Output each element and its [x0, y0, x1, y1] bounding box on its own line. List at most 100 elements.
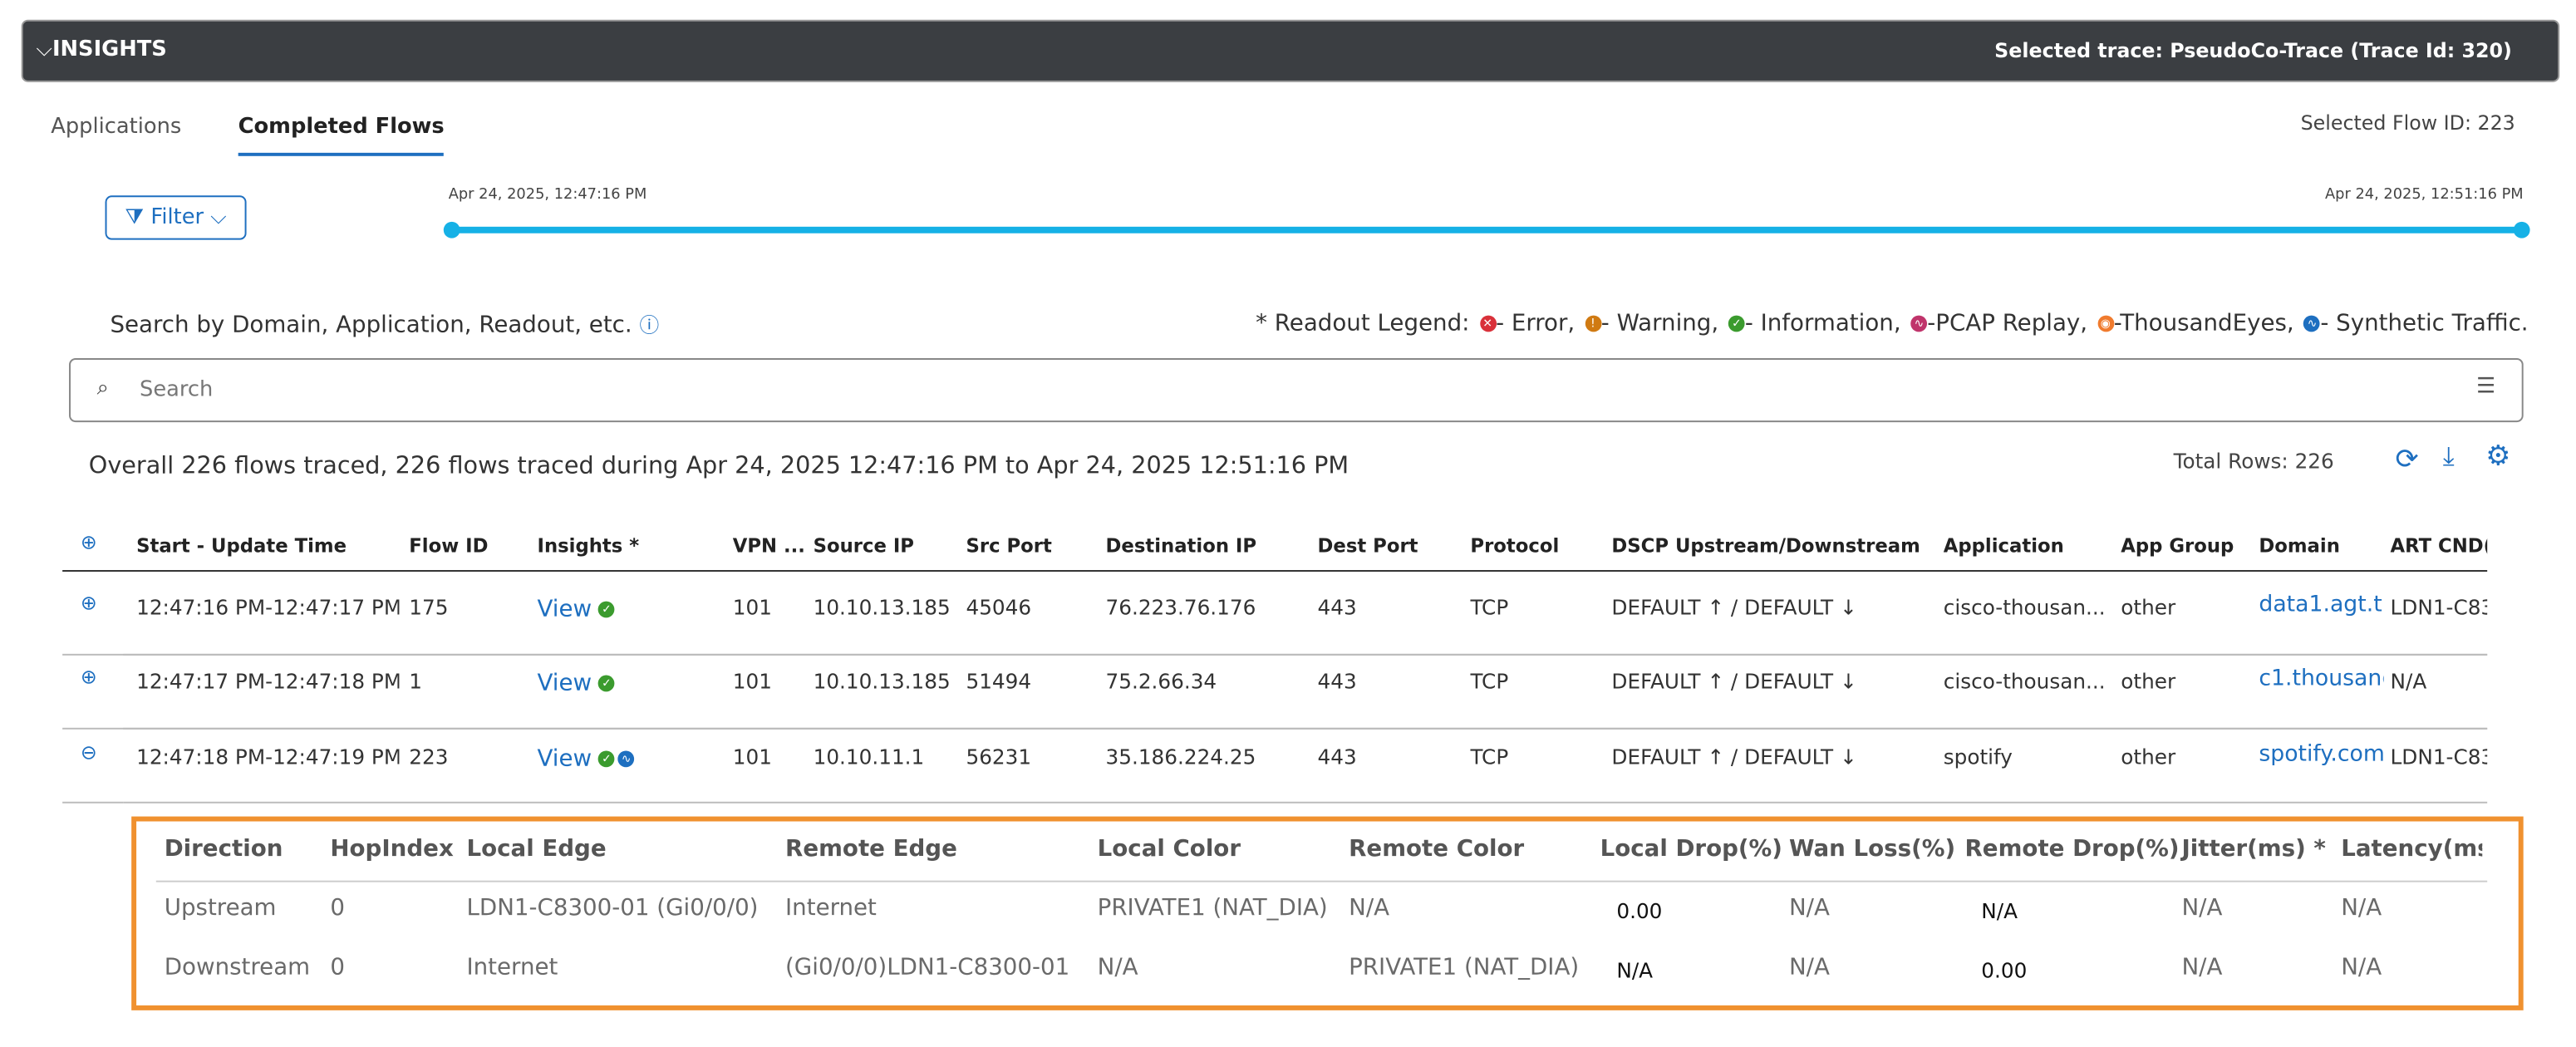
detail-cell: N/A	[1349, 895, 1390, 922]
cell: other	[2121, 744, 2176, 769]
view-link[interactable]: View	[537, 596, 592, 623]
cell: TCP	[1470, 744, 1509, 769]
legend-item: - Warning,	[1600, 310, 1719, 337]
detail-cell: 0	[330, 895, 346, 922]
detail-cell: N/A	[2341, 954, 2382, 981]
filter-button[interactable]: ⧩ Filter ⌵	[105, 195, 247, 240]
column-header: Flow ID	[409, 533, 489, 558]
column-header: Application	[1943, 533, 2064, 558]
detail-header: Direction	[164, 836, 283, 863]
legend-icon: !	[1585, 315, 1601, 332]
cell: DEFAULT ↑ / DEFAULT ↓	[1611, 744, 1857, 769]
tab-active[interactable]: Completed Flows	[238, 115, 445, 156]
expand-toggle[interactable]: ⊕	[80, 591, 97, 615]
row-divider	[123, 727, 2488, 730]
cell: spotify	[1943, 744, 2013, 769]
detail-cell: PRIVATE1 (NAT_DIA)	[1349, 954, 1580, 981]
detail-header: Local Color	[1097, 836, 1241, 863]
detail-header: Local Edge	[466, 836, 607, 863]
timeline-end: Apr 24, 2025, 12:51:16 PM	[2325, 187, 2524, 204]
column-header: Domain	[2259, 533, 2340, 558]
selected-trace: Selected trace: PseudoCo-Trace (Trace Id…	[1994, 39, 2512, 63]
cell: DEFAULT ↑ / DEFAULT ↓	[1611, 668, 1857, 694]
domain-link[interactable]: c1.thousand	[2259, 665, 2384, 692]
cell: LDN1-C83	[2390, 744, 2488, 769]
refresh-icon[interactable]: ⟳	[2395, 443, 2419, 477]
settings-icon[interactable]: ⚙	[2485, 440, 2511, 474]
cell: LDN1-C83	[2390, 594, 2488, 620]
header-title[interactable]: ⌵INSIGHTS	[36, 37, 167, 63]
expand-toggle[interactable]: ⊕	[80, 665, 97, 689]
legend-item: - Error,	[1496, 310, 1576, 337]
legend-item: -ThousandEyes,	[2113, 310, 2294, 337]
detail-cell: N/A	[2341, 895, 2382, 922]
filter-label: Filter	[150, 205, 204, 230]
detail-cell: Upstream	[164, 895, 277, 922]
detail-cell: Internet	[466, 954, 558, 981]
tab[interactable]: Applications	[51, 115, 182, 140]
cell: 101	[732, 594, 772, 620]
header-title-text: INSIGHTS	[52, 37, 167, 63]
row-divider	[62, 801, 124, 804]
legend-item: - Synthetic Traffic.	[2320, 310, 2529, 337]
cell: 12:47:17 PM-12:47:18 PM	[136, 668, 400, 694]
info-icon: ✓	[598, 750, 615, 767]
cell: 12:47:16 PM-12:47:17 PM	[136, 594, 400, 620]
detail-cell: N/A	[1788, 895, 1830, 922]
cell: TCP	[1470, 668, 1509, 694]
legend-prefix: * Readout Legend:	[1256, 310, 1470, 337]
insights-header: ⌵INSIGHTS Selected trace: PseudoCo-Trace…	[21, 19, 2560, 82]
detail-divider	[155, 880, 2488, 882]
timeline-handle[interactable]	[443, 221, 460, 238]
cell: 51494	[966, 668, 1032, 694]
detail-cell: N/A	[2181, 954, 2223, 981]
timeline-track	[451, 226, 2522, 233]
detail-cell: 0.00	[1616, 898, 1663, 924]
detail-cell: PRIVATE1 (NAT_DIA)	[1097, 895, 1328, 922]
cell: 75.2.66.34	[1105, 668, 1217, 694]
detail-cell: N/A	[2181, 895, 2223, 922]
column-header: ART CND(r	[2390, 533, 2488, 558]
cell: other	[2121, 668, 2176, 694]
domain-link[interactable]: spotify.com	[2259, 740, 2384, 768]
cell: 45046	[966, 594, 1032, 620]
timeline-handle[interactable]	[2513, 221, 2530, 238]
add-all-icon[interactable]: ⊕	[80, 530, 97, 554]
cell: other	[2121, 594, 2176, 620]
cell: 443	[1317, 594, 1357, 620]
cell: 101	[732, 668, 772, 694]
legend-icon: ✓	[1728, 315, 1745, 332]
info-icon: ✓	[598, 600, 615, 617]
detail-cell: LDN1-C8300-01 (Gi0/0/0)	[466, 895, 759, 922]
cell: 10.10.13.185	[813, 668, 951, 694]
search-box[interactable]: ⌕ Search ☰	[69, 357, 2524, 423]
detail-header: Remote Color	[1349, 836, 1525, 863]
detail-header: HopIndex	[330, 836, 454, 863]
view-link[interactable]: View	[537, 745, 592, 773]
column-header: Source IP	[813, 533, 914, 558]
expand-toggle[interactable]: ⊖	[80, 740, 97, 764]
detail-cell: (Gi0/0/0)LDN1-C8300-01	[785, 954, 1070, 981]
column-header: Dest Port	[1317, 533, 1418, 558]
detail-cell: Downstream	[164, 954, 311, 981]
cell: DEFAULT ↑ / DEFAULT ↓	[1611, 594, 1857, 620]
summary: Overall 226 flows traced, 226 flows trac…	[88, 453, 1349, 480]
cell: 35.186.224.25	[1105, 744, 1256, 769]
domain-link[interactable]: data1.agt.th	[2259, 591, 2384, 618]
legend-icon: ∿	[2303, 315, 2321, 332]
info-icon: ✓	[598, 674, 615, 691]
timeline-start: Apr 24, 2025, 12:47:16 PM	[448, 187, 647, 204]
detail-header: Latency(ms)	[2341, 836, 2482, 863]
view-link[interactable]: View	[537, 670, 592, 697]
cell: 10.10.11.1	[813, 744, 925, 769]
download-icon[interactable]: ⤓	[2442, 440, 2455, 472]
detail-cell: 0	[330, 954, 346, 981]
column-header: Src Port	[966, 533, 1052, 558]
legend-item: - Information,	[1744, 310, 1901, 337]
cell: 56231	[966, 744, 1032, 769]
detail-header: Jitter(ms) *	[2181, 836, 2326, 863]
search-placeholder: Search	[140, 377, 214, 403]
cell: 101	[732, 744, 772, 769]
detail-panel	[131, 816, 2524, 1010]
legend-icon: ✕	[1479, 315, 1497, 332]
